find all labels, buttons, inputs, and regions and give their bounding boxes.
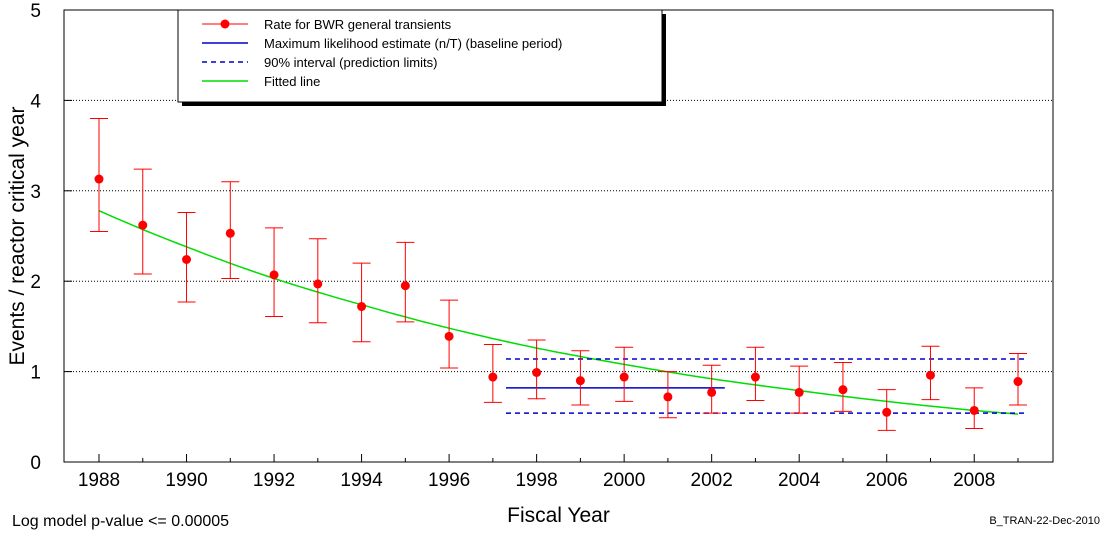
- data-point: [575, 376, 585, 386]
- data-point: [532, 368, 542, 378]
- legend-item: Fitted line: [202, 74, 320, 89]
- legend-item: 90% interval (prediction limits): [202, 55, 437, 70]
- grid-lines: [64, 99, 1053, 373]
- x-tick-label: 2002: [691, 470, 733, 491]
- data-point: [969, 405, 979, 415]
- data-point: [838, 385, 848, 395]
- y-axis-ticks: 0 1 2 3 4 5: [30, 1, 72, 474]
- data-point: [225, 228, 235, 238]
- legend-item: Rate for BWR general transients: [202, 17, 452, 32]
- data-point: [794, 387, 804, 397]
- legend-label: Fitted line: [264, 74, 320, 89]
- legend-label: Rate for BWR general transients: [264, 17, 452, 32]
- x-tick-label: 1992: [253, 470, 295, 491]
- x-tick-label: 1998: [515, 470, 557, 491]
- fitted-line-layer: [98, 210, 1019, 415]
- x-tick-label: 2004: [778, 470, 821, 491]
- p-value-note: Log model p-value <= 0.00005: [12, 513, 229, 530]
- data-point: [269, 270, 279, 280]
- prediction-band-layer: [505, 358, 1027, 414]
- data-point: [925, 370, 935, 380]
- x-tick-label: 2000: [603, 470, 645, 491]
- legend-label: 90% interval (prediction limits): [264, 55, 437, 70]
- x-tick-label: 1994: [340, 470, 383, 491]
- legend-item: Maximum likelihood estimate (n/T) (basel…: [202, 36, 562, 51]
- data-point: [619, 372, 629, 382]
- data-point: [138, 220, 148, 230]
- data-point: [882, 407, 892, 417]
- data-point: [707, 387, 717, 397]
- legend-items: Rate for BWR general transients Maximum l…: [202, 17, 562, 89]
- x-tick-label: 2006: [866, 470, 908, 491]
- legend-box: [177, 9, 663, 103]
- data-point: [400, 281, 410, 291]
- legend: Rate for BWR general transients Maximum l…: [177, 9, 666, 106]
- x-tick-label: 1996: [428, 470, 470, 491]
- x-tick-label: 2008: [953, 470, 995, 491]
- data-point: [313, 279, 323, 289]
- legend-swatch-point: [220, 19, 230, 29]
- y-tick-label: 0: [30, 453, 41, 474]
- data-points-layer: [94, 174, 1023, 417]
- chart-id-stamp: B_TRAN-22-Dec-2010: [989, 515, 1100, 527]
- fitted-line: [98, 210, 1019, 415]
- x-tick-label: 1990: [165, 470, 207, 491]
- data-point: [1013, 377, 1023, 387]
- y-tick-label: 1: [30, 363, 41, 384]
- legend-label: Maximum likelihood estimate (n/T) (basel…: [264, 36, 562, 51]
- y-tick-label: 2: [30, 272, 41, 293]
- x-tick-label: 1988: [78, 470, 120, 491]
- y-tick-label: 3: [30, 182, 41, 203]
- y-tick-label: 4: [30, 91, 41, 112]
- data-point: [663, 392, 673, 402]
- data-point: [750, 372, 760, 382]
- error-bars-layer: [90, 117, 1027, 431]
- data-point: [488, 372, 498, 382]
- data-point: [182, 255, 192, 265]
- y-tick-label: 5: [30, 1, 41, 22]
- x-axis-title: Fiscal Year: [507, 504, 610, 527]
- data-point: [444, 331, 454, 341]
- y-axis-title: Events / reactor critical year: [6, 106, 29, 365]
- x-axis-ticks: 1988 1990 1992 1994 1996 1998 2000 2002 2004 2006…: [78, 454, 1019, 491]
- data-point: [94, 174, 104, 184]
- data-point: [357, 302, 367, 312]
